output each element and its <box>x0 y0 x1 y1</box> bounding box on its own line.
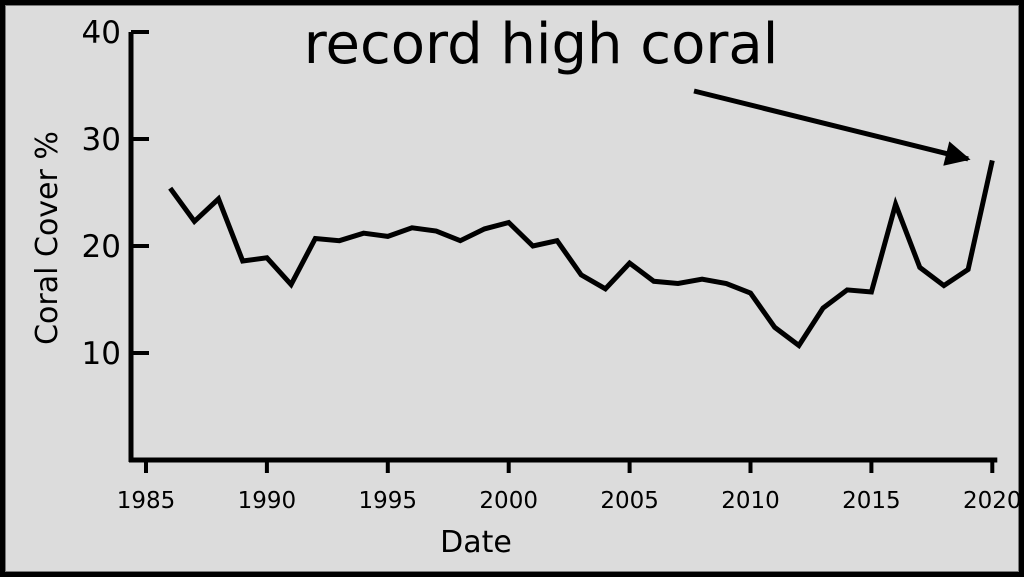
y-tick-label: 40 <box>82 15 121 51</box>
x-tick-label: 1990 <box>238 488 297 514</box>
y-tick-label: 30 <box>82 122 121 158</box>
y-axis-label: Coral Cover % <box>30 131 65 345</box>
x-tick-label: 2015 <box>842 488 901 514</box>
x-tick-label: 1995 <box>359 488 418 514</box>
x-tick-label: 2010 <box>721 488 780 514</box>
x-tick-label: 2000 <box>479 488 538 514</box>
x-axis-label: Date <box>440 525 512 560</box>
y-tick-label: 20 <box>82 229 121 265</box>
annotation-arrow <box>693 88 971 166</box>
y-tick-label: 10 <box>82 336 121 372</box>
annotation-text: record high coral <box>304 12 779 77</box>
x-tick-label: 2005 <box>600 488 659 514</box>
x-tick-label: 1985 <box>117 488 176 514</box>
x-tick-label: 2020 <box>963 488 1022 514</box>
coral-cover-line <box>168 159 995 350</box>
